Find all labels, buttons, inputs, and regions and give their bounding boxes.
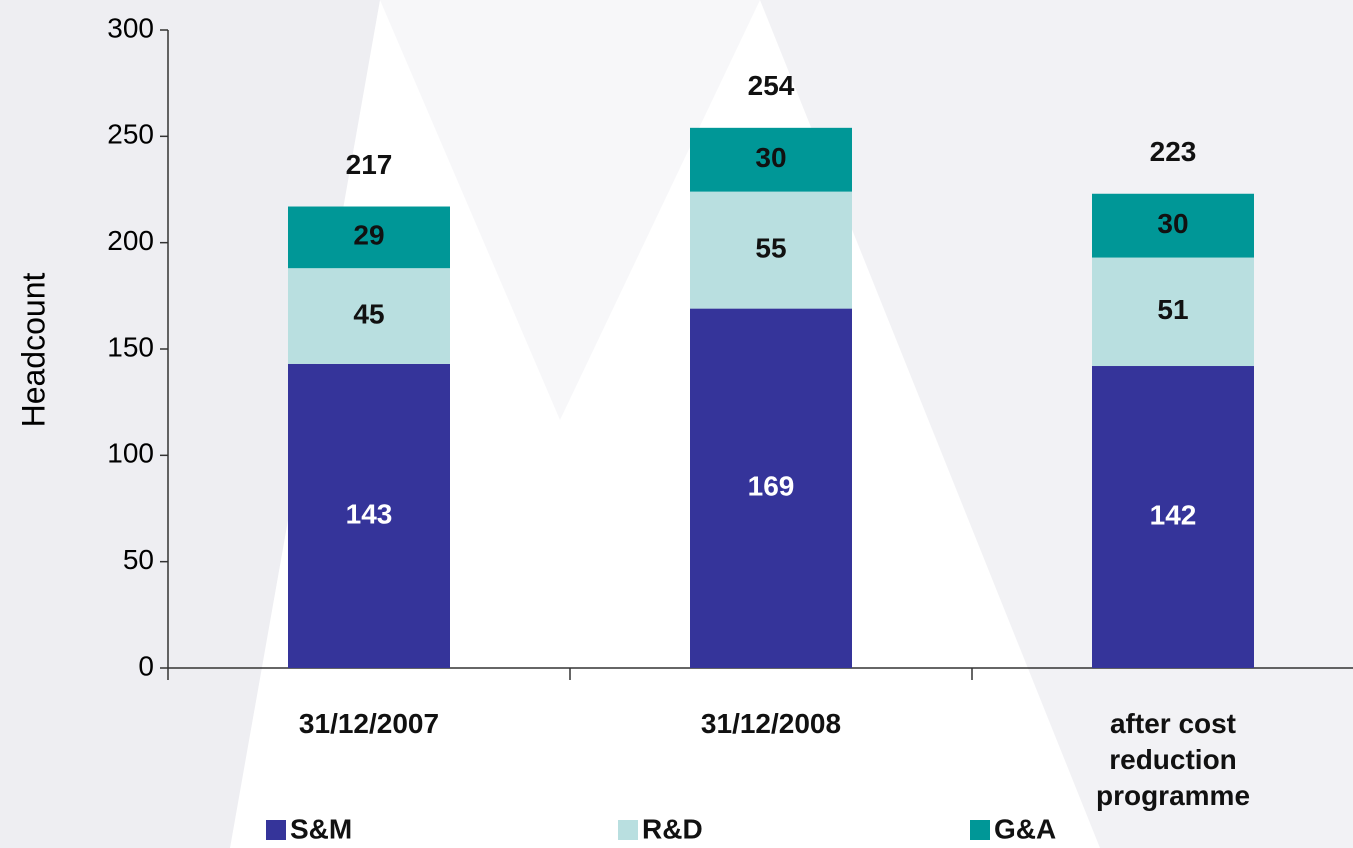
y-tick-label: 250 xyxy=(107,119,154,150)
data-label: 142 xyxy=(1150,499,1197,530)
data-label: 30 xyxy=(755,142,786,173)
y-tick-label: 50 xyxy=(123,544,154,575)
x-tick-label: 31/12/2007 xyxy=(199,706,539,742)
x-tick-label: 31/12/2008 xyxy=(601,706,941,742)
data-label: 55 xyxy=(755,233,786,264)
legend-label: R&D xyxy=(642,813,703,844)
data-label: 143 xyxy=(346,498,393,529)
legend-swatch xyxy=(266,820,286,840)
y-tick-label: 200 xyxy=(107,225,154,256)
page: Headcount 0 50 100 150 200 250 300 143 45 29 217 16… xyxy=(0,0,1353,848)
y-tick-label: 150 xyxy=(107,331,154,362)
legend-label: S&M xyxy=(290,813,352,844)
data-label: 29 xyxy=(353,220,384,251)
total-label: 223 xyxy=(1150,136,1197,167)
y-tick-label: 100 xyxy=(107,438,154,469)
legend-label: G&A xyxy=(994,813,1056,844)
y-tick-label: 300 xyxy=(107,12,154,43)
y-axis-title: Headcount xyxy=(15,273,51,428)
data-label: 45 xyxy=(353,298,384,329)
y-tick-label: 0 xyxy=(138,650,154,681)
legend-swatch xyxy=(618,820,638,840)
total-label: 254 xyxy=(748,70,795,101)
data-label: 51 xyxy=(1157,294,1188,325)
x-tick-label: after cost reduction programme xyxy=(1048,706,1298,814)
data-label: 169 xyxy=(748,471,795,502)
legend-swatch xyxy=(970,820,990,840)
total-label: 217 xyxy=(346,149,393,180)
data-label: 30 xyxy=(1157,208,1188,239)
